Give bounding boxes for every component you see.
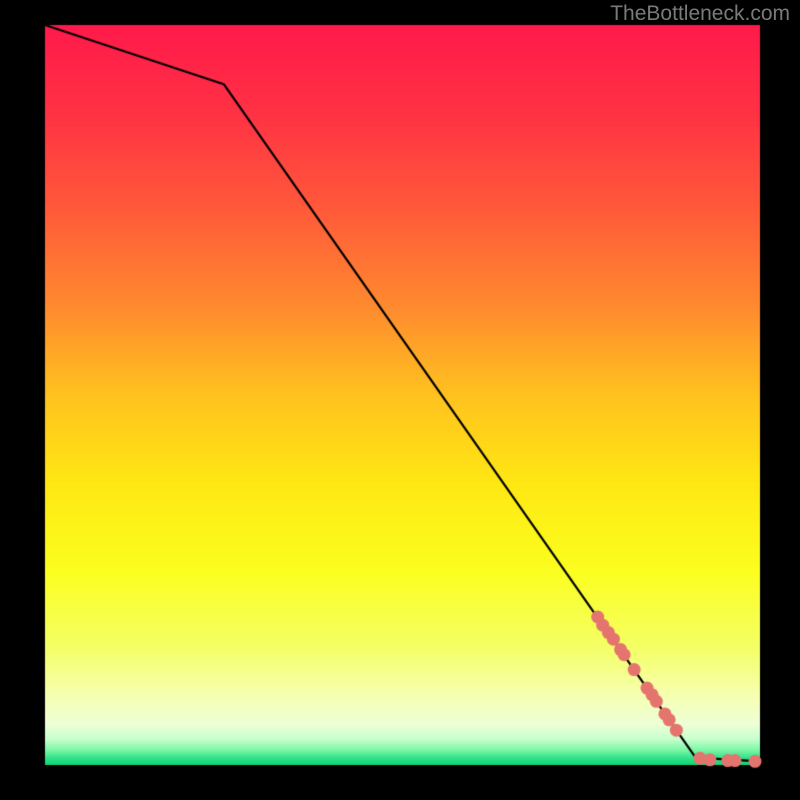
chart-stage: TheBottleneck.com <box>0 0 800 800</box>
bottleneck-chart-canvas <box>0 0 800 800</box>
watermark-label: TheBottleneck.com <box>610 2 790 26</box>
